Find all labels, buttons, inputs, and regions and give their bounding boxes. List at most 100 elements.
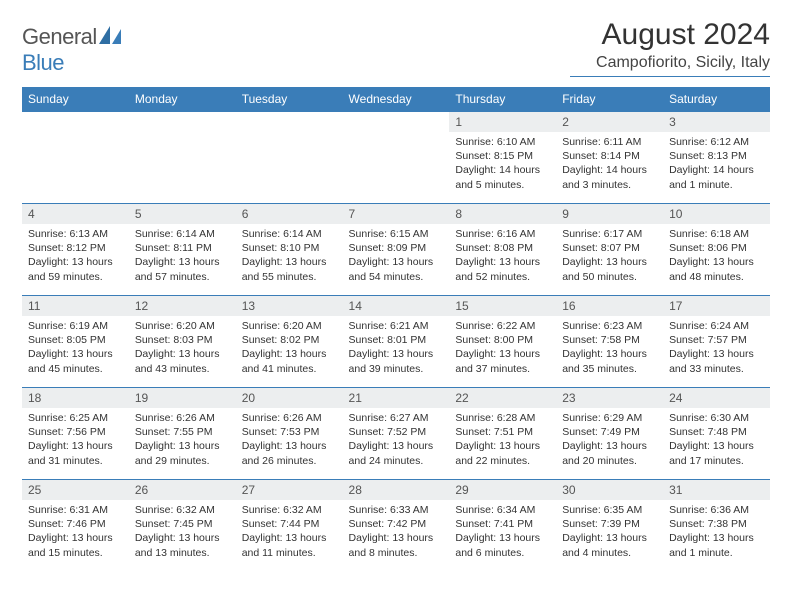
day-details: Sunrise: 6:22 AMSunset: 8:00 PMDaylight:…: [449, 316, 556, 380]
sunrise-line: Sunrise: 6:25 AM: [28, 411, 123, 425]
day-details: Sunrise: 6:10 AMSunset: 8:15 PMDaylight:…: [449, 132, 556, 196]
daylight-line: Daylight: 13 hours and 33 minutes.: [669, 347, 764, 375]
day-details: Sunrise: 6:12 AMSunset: 8:13 PMDaylight:…: [663, 132, 770, 196]
day-details: Sunrise: 6:27 AMSunset: 7:52 PMDaylight:…: [343, 408, 450, 472]
daylight-line: Daylight: 13 hours and 41 minutes.: [242, 347, 337, 375]
sunrise-line: Sunrise: 6:28 AM: [455, 411, 550, 425]
header: General Blue August 2024 Campofiorito, S…: [22, 18, 770, 77]
day-details: Sunrise: 6:14 AMSunset: 8:10 PMDaylight:…: [236, 224, 343, 288]
day-number: 6: [236, 204, 343, 224]
day-details: Sunrise: 6:17 AMSunset: 8:07 PMDaylight:…: [556, 224, 663, 288]
daylight-line: Daylight: 13 hours and 43 minutes.: [135, 347, 230, 375]
daylight-line: Daylight: 13 hours and 15 minutes.: [28, 531, 123, 559]
day-number: 3: [663, 112, 770, 132]
day-number: 17: [663, 296, 770, 316]
day-number: 26: [129, 480, 236, 500]
day-details: Sunrise: 6:34 AMSunset: 7:41 PMDaylight:…: [449, 500, 556, 564]
calendar-cell: 3Sunrise: 6:12 AMSunset: 8:13 PMDaylight…: [663, 112, 770, 204]
calendar-cell: 21Sunrise: 6:27 AMSunset: 7:52 PMDayligh…: [343, 388, 450, 480]
sunrise-line: Sunrise: 6:26 AM: [135, 411, 230, 425]
sunrise-line: Sunrise: 6:19 AM: [28, 319, 123, 333]
calendar-cell: ..: [129, 112, 236, 204]
day-number: 31: [663, 480, 770, 500]
calendar-cell: ..: [236, 112, 343, 204]
logo-word-1: General: [22, 24, 97, 49]
sunset-line: Sunset: 8:13 PM: [669, 149, 764, 163]
sunset-line: Sunset: 7:55 PM: [135, 425, 230, 439]
day-number: 16: [556, 296, 663, 316]
day-number: 15: [449, 296, 556, 316]
sunrise-line: Sunrise: 6:32 AM: [242, 503, 337, 517]
calendar-table: SundayMondayTuesdayWednesdayThursdayFrid…: [22, 87, 770, 572]
daylight-line: Daylight: 13 hours and 6 minutes.: [455, 531, 550, 559]
sunrise-line: Sunrise: 6:24 AM: [669, 319, 764, 333]
day-details: Sunrise: 6:14 AMSunset: 8:11 PMDaylight:…: [129, 224, 236, 288]
day-number: 7: [343, 204, 450, 224]
daylight-line: Daylight: 13 hours and 59 minutes.: [28, 255, 123, 283]
sunrise-line: Sunrise: 6:30 AM: [669, 411, 764, 425]
sunset-line: Sunset: 8:05 PM: [28, 333, 123, 347]
day-details: Sunrise: 6:13 AMSunset: 8:12 PMDaylight:…: [22, 224, 129, 288]
sunset-line: Sunset: 8:03 PM: [135, 333, 230, 347]
sunrise-line: Sunrise: 6:22 AM: [455, 319, 550, 333]
calendar-cell: 30Sunrise: 6:35 AMSunset: 7:39 PMDayligh…: [556, 480, 663, 572]
day-details: Sunrise: 6:33 AMSunset: 7:42 PMDaylight:…: [343, 500, 450, 564]
sunset-line: Sunset: 7:56 PM: [28, 425, 123, 439]
day-number: 4: [22, 204, 129, 224]
sunrise-line: Sunrise: 6:23 AM: [562, 319, 657, 333]
location-subtitle: Campofiorito, Sicily, Italy: [570, 54, 770, 77]
sunrise-line: Sunrise: 6:14 AM: [242, 227, 337, 241]
sunset-line: Sunset: 8:15 PM: [455, 149, 550, 163]
daylight-line: Daylight: 13 hours and 57 minutes.: [135, 255, 230, 283]
weekday-header: Wednesday: [343, 87, 450, 112]
daylight-line: Daylight: 13 hours and 35 minutes.: [562, 347, 657, 375]
calendar-cell: 15Sunrise: 6:22 AMSunset: 8:00 PMDayligh…: [449, 296, 556, 388]
calendar-cell: 2Sunrise: 6:11 AMSunset: 8:14 PMDaylight…: [556, 112, 663, 204]
sunrise-line: Sunrise: 6:17 AM: [562, 227, 657, 241]
day-details: Sunrise: 6:35 AMSunset: 7:39 PMDaylight:…: [556, 500, 663, 564]
calendar-row: 4Sunrise: 6:13 AMSunset: 8:12 PMDaylight…: [22, 204, 770, 296]
calendar-head: SundayMondayTuesdayWednesdayThursdayFrid…: [22, 87, 770, 112]
sunset-line: Sunset: 7:48 PM: [669, 425, 764, 439]
sunset-line: Sunset: 7:53 PM: [242, 425, 337, 439]
daylight-line: Daylight: 13 hours and 22 minutes.: [455, 439, 550, 467]
logo-word-2: Blue: [22, 50, 64, 75]
daylight-line: Daylight: 13 hours and 31 minutes.: [28, 439, 123, 467]
calendar-cell: 9Sunrise: 6:17 AMSunset: 8:07 PMDaylight…: [556, 204, 663, 296]
daylight-line: Daylight: 13 hours and 39 minutes.: [349, 347, 444, 375]
daylight-line: Daylight: 13 hours and 11 minutes.: [242, 531, 337, 559]
daylight-line: Daylight: 13 hours and 55 minutes.: [242, 255, 337, 283]
calendar-cell: 25Sunrise: 6:31 AMSunset: 7:46 PMDayligh…: [22, 480, 129, 572]
sunset-line: Sunset: 7:49 PM: [562, 425, 657, 439]
calendar-cell: 10Sunrise: 6:18 AMSunset: 8:06 PMDayligh…: [663, 204, 770, 296]
page-title: August 2024: [570, 18, 770, 52]
calendar-cell: 24Sunrise: 6:30 AMSunset: 7:48 PMDayligh…: [663, 388, 770, 480]
sunrise-line: Sunrise: 6:18 AM: [669, 227, 764, 241]
calendar-cell: 1Sunrise: 6:10 AMSunset: 8:15 PMDaylight…: [449, 112, 556, 204]
day-number: 13: [236, 296, 343, 316]
day-details: Sunrise: 6:15 AMSunset: 8:09 PMDaylight:…: [343, 224, 450, 288]
day-number: 29: [449, 480, 556, 500]
day-details: Sunrise: 6:11 AMSunset: 8:14 PMDaylight:…: [556, 132, 663, 196]
day-details: Sunrise: 6:36 AMSunset: 7:38 PMDaylight:…: [663, 500, 770, 564]
calendar-cell: 26Sunrise: 6:32 AMSunset: 7:45 PMDayligh…: [129, 480, 236, 572]
day-details: Sunrise: 6:31 AMSunset: 7:46 PMDaylight:…: [22, 500, 129, 564]
calendar-cell: 11Sunrise: 6:19 AMSunset: 8:05 PMDayligh…: [22, 296, 129, 388]
sunset-line: Sunset: 7:51 PM: [455, 425, 550, 439]
logo-sail-icon: [99, 26, 121, 44]
calendar-cell: 22Sunrise: 6:28 AMSunset: 7:51 PMDayligh…: [449, 388, 556, 480]
daylight-line: Daylight: 13 hours and 50 minutes.: [562, 255, 657, 283]
daylight-line: Daylight: 13 hours and 8 minutes.: [349, 531, 444, 559]
daylight-line: Daylight: 13 hours and 17 minutes.: [669, 439, 764, 467]
daylight-line: Daylight: 13 hours and 52 minutes.: [455, 255, 550, 283]
sunrise-line: Sunrise: 6:13 AM: [28, 227, 123, 241]
day-number: 5: [129, 204, 236, 224]
day-details: Sunrise: 6:26 AMSunset: 7:55 PMDaylight:…: [129, 408, 236, 472]
sunset-line: Sunset: 7:42 PM: [349, 517, 444, 531]
sunset-line: Sunset: 8:11 PM: [135, 241, 230, 255]
sunset-line: Sunset: 7:46 PM: [28, 517, 123, 531]
sunrise-line: Sunrise: 6:11 AM: [562, 135, 657, 149]
day-details: Sunrise: 6:24 AMSunset: 7:57 PMDaylight:…: [663, 316, 770, 380]
day-number: 20: [236, 388, 343, 408]
weekday-header: Sunday: [22, 87, 129, 112]
